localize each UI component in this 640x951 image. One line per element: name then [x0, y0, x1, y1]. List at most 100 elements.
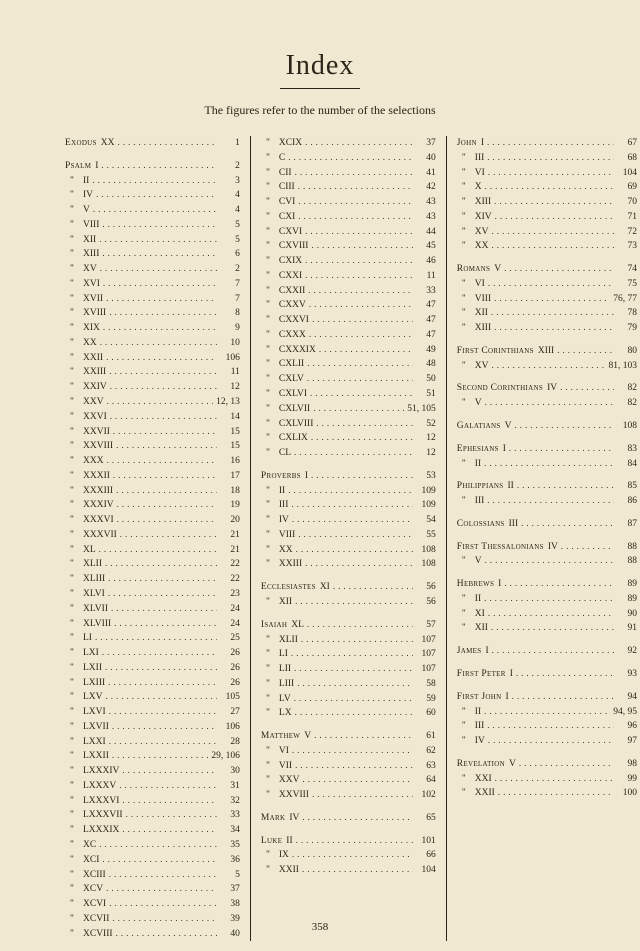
ditto-mark: ": [65, 780, 79, 794]
index-entry: "XC35: [65, 838, 240, 853]
leader-dots: [521, 517, 614, 530]
index-entry: "XV2: [65, 262, 240, 277]
selection-number: 37: [416, 137, 436, 151]
ditto-mark: ": [457, 787, 471, 801]
selection-number: 63: [416, 760, 436, 774]
leader-dots: [116, 439, 217, 452]
selection-number: 5: [220, 219, 240, 233]
index-entry: ExodusXX1: [65, 136, 240, 151]
selection-number: 107: [416, 648, 436, 662]
leader-dots: [498, 786, 614, 799]
index-entry: Second CorinthiansIV82: [457, 381, 637, 396]
chapter: I: [505, 691, 508, 705]
section-gap: [261, 826, 436, 834]
ditto-mark: ": [65, 558, 79, 572]
selection-number: 33: [220, 809, 240, 823]
section-gap: [457, 749, 637, 757]
index-entry: "II109: [261, 484, 436, 499]
selection-number: 5: [220, 869, 240, 883]
chapter: XXVIII: [279, 789, 309, 803]
ditto-mark: ": [261, 707, 275, 721]
chapter: XCIX: [279, 137, 302, 151]
leader-dots: [487, 151, 614, 164]
index-entry: "XXII100: [457, 786, 637, 801]
index-entry: "LXXII29, 106: [65, 749, 240, 764]
index-entry: "CXLV50: [261, 372, 436, 387]
leader-dots: [301, 633, 413, 646]
ditto-mark: ": [457, 211, 471, 225]
chapter: XL: [83, 544, 96, 558]
leader-dots: [516, 667, 614, 680]
leader-dots: [109, 897, 217, 910]
selection-number: 22: [220, 558, 240, 572]
ditto-mark: ": [261, 403, 275, 417]
leader-dots: [305, 225, 413, 238]
section-gap: [457, 471, 637, 479]
chapter: LXII: [83, 662, 102, 676]
index-entry: "VI104: [457, 166, 637, 181]
selection-number: 2: [220, 160, 240, 174]
selection-number: 91: [617, 622, 637, 636]
leader-dots: [100, 336, 217, 349]
leader-dots: [113, 469, 217, 482]
leader-dots: [514, 419, 614, 432]
chapter: CXLVII: [279, 403, 310, 417]
leader-dots: [485, 554, 614, 567]
selection-number: 68: [617, 152, 637, 166]
index-entry: "CXIX46: [261, 254, 436, 269]
leader-dots: [312, 313, 413, 326]
chapter: XXXII: [83, 470, 110, 484]
index-entry: RevelationV98: [457, 757, 637, 772]
ditto-mark: ": [261, 789, 275, 803]
chapter: XII: [475, 307, 488, 321]
leader-dots: [488, 166, 614, 179]
leader-dots: [504, 262, 614, 275]
selection-number: 34: [220, 824, 240, 838]
leader-dots: [298, 210, 413, 223]
index-entry: "XVI7: [65, 277, 240, 292]
chapter: VIII: [475, 293, 491, 307]
index-entry: "VIII5: [65, 218, 240, 233]
chapter: XIV: [475, 211, 492, 225]
leader-dots: [288, 151, 413, 164]
ditto-mark: ": [65, 352, 79, 366]
leader-dots: [309, 328, 413, 341]
leader-dots: [109, 735, 217, 748]
index-entry: "XXII104: [261, 863, 436, 878]
selection-number: 93: [617, 668, 637, 682]
leader-dots: [298, 528, 413, 541]
chapter: V: [475, 397, 482, 411]
book-name: Exodus: [65, 137, 97, 151]
selection-number: 33: [416, 285, 436, 299]
chapter: C: [279, 152, 285, 166]
leader-dots: [122, 823, 216, 836]
index-entry: IsaiahXL57: [261, 618, 436, 633]
leader-dots: [305, 136, 413, 149]
index-entry: "LXVII106: [65, 720, 240, 735]
book-name: Second Corinthians: [457, 382, 543, 396]
chapter: III: [475, 152, 485, 166]
leader-dots: [117, 513, 217, 526]
selection-number: 88: [617, 541, 637, 555]
selection-number: 45: [416, 240, 436, 254]
chapter: XLVI: [83, 588, 105, 602]
page: Index The figures refer to the number of…: [0, 0, 640, 951]
chapter: XLII: [83, 558, 102, 572]
index-entry: "CVI43: [261, 195, 436, 210]
index-entry: "LIII58: [261, 677, 436, 692]
chapter: XX: [475, 240, 489, 254]
leader-dots: [292, 513, 413, 526]
selection-number: 106: [220, 721, 240, 735]
ditto-mark: ": [261, 240, 275, 254]
index-entry: "VIII76, 77: [457, 292, 637, 307]
selection-number: 73: [617, 240, 637, 254]
book-name: First Peter: [457, 668, 506, 682]
book-name: Philippians: [457, 480, 504, 494]
ditto-mark: ": [457, 397, 471, 411]
leader-dots: [560, 381, 614, 394]
leader-dots: [494, 195, 614, 208]
index-entry: "LX60: [261, 706, 436, 721]
leader-dots: [484, 592, 614, 605]
leader-dots: [494, 321, 614, 334]
index-entry: "CXXII33: [261, 284, 436, 299]
